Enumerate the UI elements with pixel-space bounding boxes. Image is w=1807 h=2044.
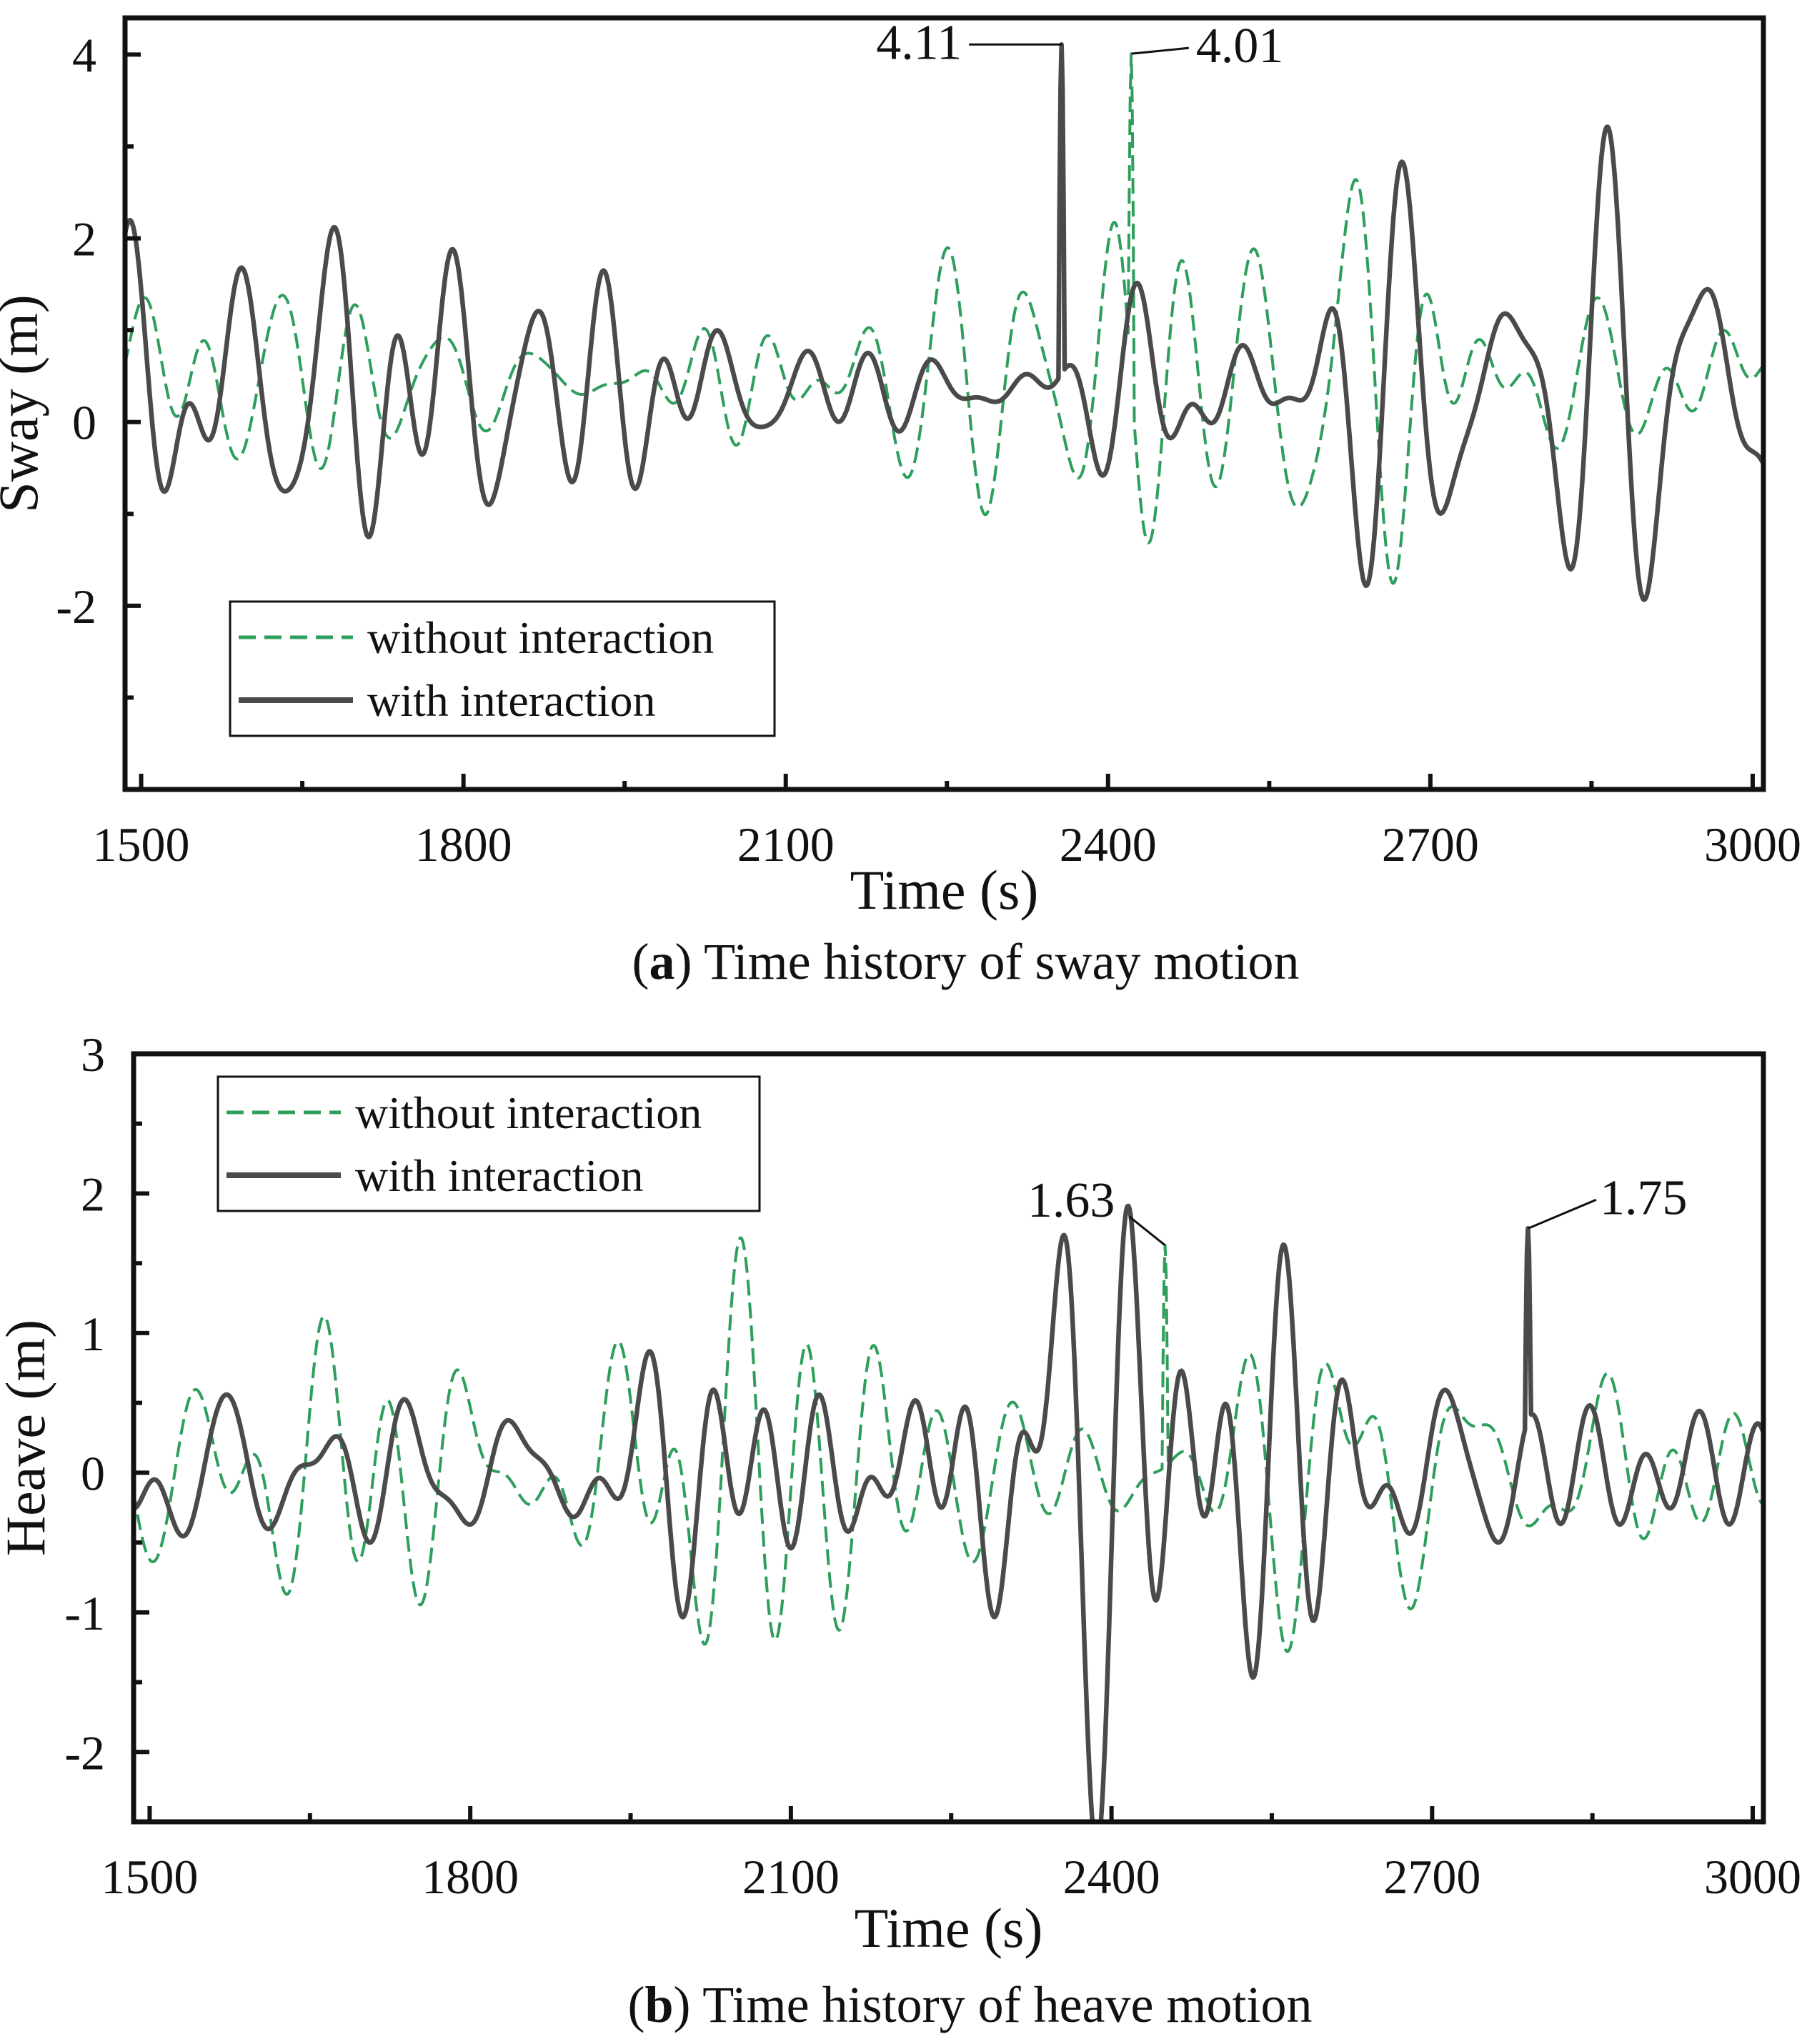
legend-label: without interaction [367,612,714,663]
y-tick-label: 0 [72,396,96,450]
x-tick-label: 2100 [737,817,835,872]
x-tick-label: 1800 [422,1850,519,1904]
annotation-label: 1.75 [1600,1170,1688,1225]
x-tick-label: 1500 [93,817,190,872]
series-line-without-interaction [125,52,1763,585]
x-tick-label: 3000 [1704,817,1801,872]
x-tick-label: 2700 [1382,817,1479,872]
plot-frame [131,1051,1766,1825]
x-axis-label: Time (s) [855,1897,1043,1959]
y-tick-label: 3 [81,1027,105,1082]
x-tick-label: 2400 [1060,817,1157,872]
annotation-label: 4.01 [1196,19,1284,74]
legend: without interaction with interaction [216,1075,761,1212]
y-tick-label: 1 [81,1307,105,1361]
legend-box [216,1075,761,1212]
y-tick-label: 2 [72,212,96,266]
y-tick-label: -2 [64,1725,105,1780]
annotation-leader [1131,46,1190,55]
y-tick-label: 2 [81,1167,105,1221]
y-axis-label: Heave (m) [0,1320,56,1556]
x-tick-label: 2700 [1383,1850,1480,1904]
y-tick-label: -2 [56,579,96,634]
series-line-with-interaction [125,42,1763,602]
series-line-with-interaction [134,1203,1763,1822]
x-tick-label: 3000 [1704,1850,1801,1904]
figure-caption: (b) Time history of heave motion [628,1976,1313,2033]
chart-panel-b: 1500 1800 2100 2400 2700 3000 -2 -1 0 1 2 3 Time (s)… [0,1027,1801,2033]
legend: without interaction with interaction [229,600,776,737]
legend-label: without interaction [355,1087,702,1138]
x-axis-label: Time (s) [850,859,1039,921]
x-tick-label: 2100 [742,1850,840,1904]
y-axis-label: Sway (m) [0,294,49,512]
annotation-leader [1528,1198,1597,1230]
x-tick-label: 1500 [101,1850,198,1904]
y-tick-label: 4 [72,28,96,82]
chart-panel-a: 1500 1800 2100 2400 2700 3000 -2 0 2 4 Time (s) Swa… [0,15,1801,990]
y-tick-label: 0 [81,1446,105,1500]
legend-box [229,600,776,737]
annotation-leader [1128,1215,1166,1246]
annotation-label: 4.11 [876,15,962,70]
annotation-label: 1.63 [1027,1173,1115,1228]
x-tick-label: 2400 [1063,1850,1160,1904]
y-tick-label: -1 [64,1586,105,1640]
figure-caption: (a) Time history of sway motion [632,933,1299,990]
plot-frame [122,15,1766,792]
series-line-without-interaction [134,1236,1763,1653]
legend-label: with interaction [355,1150,643,1201]
legend-label: with interaction [367,675,655,726]
x-tick-label: 1800 [415,817,512,872]
